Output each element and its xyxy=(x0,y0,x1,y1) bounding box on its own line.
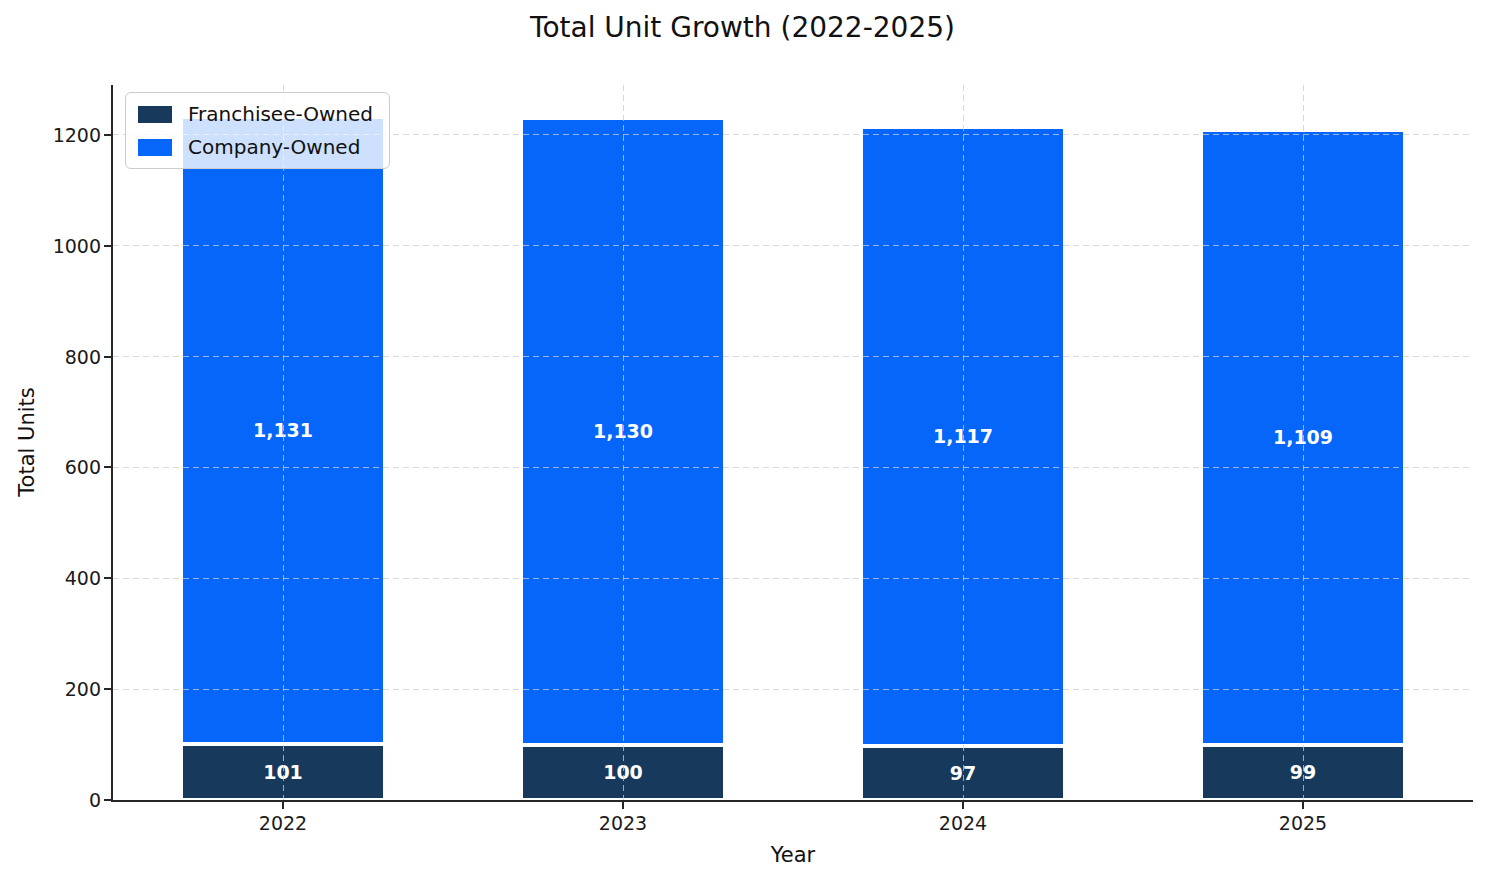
bar-segment: 97 xyxy=(861,746,1065,800)
y-tick-label: 200 xyxy=(65,678,101,700)
legend-item: Franchisee-Owned xyxy=(138,102,373,126)
plot-area: 1011,1311001,130971,117991,109 020040060… xyxy=(113,85,1473,800)
bar-segment: 1,109 xyxy=(1201,130,1405,745)
y-tick-mark xyxy=(104,245,111,247)
bar-value-label: 1,131 xyxy=(253,421,313,440)
y-tick-mark xyxy=(104,134,111,136)
y-tick-label: 1000 xyxy=(53,235,101,257)
legend: Franchisee-Owned Company-Owned xyxy=(125,92,390,169)
y-tick-mark xyxy=(104,356,111,358)
bar-value-label: 1,117 xyxy=(933,427,993,446)
legend-item: Company-Owned xyxy=(138,135,373,159)
y-tick-mark xyxy=(104,799,111,801)
bar-segment: 100 xyxy=(521,745,725,800)
x-tick-mark xyxy=(1302,802,1304,809)
y-tick-label: 600 xyxy=(65,456,101,478)
x-tick-label: 2024 xyxy=(939,812,987,834)
y-tick-mark xyxy=(104,688,111,690)
y-axis-spine xyxy=(111,85,113,800)
bars-layer: 101 1,131 100 1,130 97 1,117 99 1,109 xyxy=(113,85,1473,800)
x-tick-label: 2023 xyxy=(599,812,647,834)
bar-segment: 1,131 xyxy=(181,117,385,744)
bar-value-label: 1,109 xyxy=(1273,428,1333,447)
legend-label: Company-Owned xyxy=(188,135,360,159)
y-tick-mark xyxy=(104,577,111,579)
legend-swatch xyxy=(138,106,172,123)
bar-value-label: 101 xyxy=(263,763,303,782)
y-tick-label: 0 xyxy=(89,789,101,811)
x-tick-mark xyxy=(282,802,284,809)
x-tick-mark xyxy=(622,802,624,809)
y-tick-mark xyxy=(104,466,111,468)
bar-value-label: 1,130 xyxy=(593,422,653,441)
y-tick-label: 400 xyxy=(65,567,101,589)
y-tick-label: 800 xyxy=(65,346,101,368)
bar-segment: 101 xyxy=(181,744,385,800)
y-tick-label: 1200 xyxy=(53,124,101,146)
x-axis-label: Year xyxy=(113,843,1473,867)
x-tick-label: 2025 xyxy=(1279,812,1327,834)
bar-value-label: 97 xyxy=(950,764,976,783)
bar-value-label: 100 xyxy=(603,763,643,782)
bar-value-label: 99 xyxy=(1290,763,1316,782)
bar-segment: 99 xyxy=(1201,745,1405,800)
legend-swatch xyxy=(138,139,172,156)
legend-label: Franchisee-Owned xyxy=(188,102,373,126)
y-axis-label: Total Units xyxy=(15,387,39,496)
x-axis-spine xyxy=(111,800,1473,802)
bar-segment: 1,117 xyxy=(861,127,1065,746)
x-tick-mark xyxy=(962,802,964,809)
bar-segment: 1,130 xyxy=(521,118,725,744)
figure: Total Unit Growth (2022-2025) Total Unit… xyxy=(0,0,1485,884)
chart-title: Total Unit Growth (2022-2025) xyxy=(0,11,1485,44)
x-tick-label: 2022 xyxy=(259,812,307,834)
